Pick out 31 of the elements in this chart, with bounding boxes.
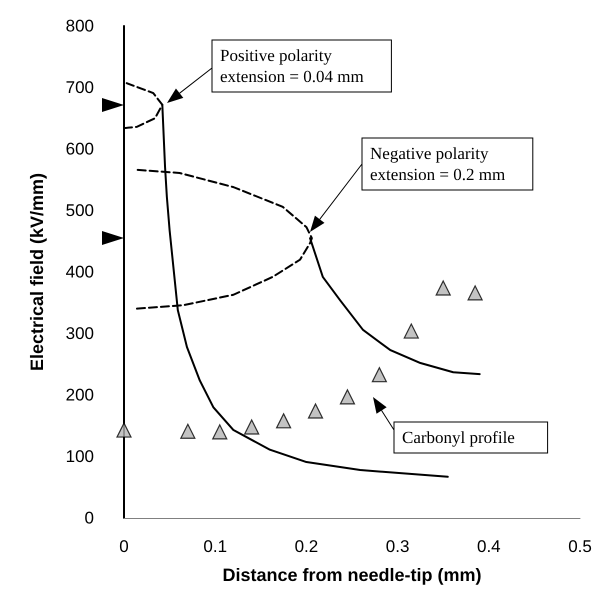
x-tick-label: 0.5 [568,537,592,556]
point [116,422,132,438]
point [436,280,451,296]
point [276,413,292,428]
x-tick-label: 0.1 [203,537,228,556]
annotation: Negative polarity extension = 0.2 mm [370,144,506,184]
y-tick-label: 200 [66,386,94,404]
point [180,424,196,439]
y-tick-label: 100 [66,447,94,466]
point [212,424,228,440]
point [308,403,324,419]
y-tick-label: 600 [66,140,94,158]
y-tick-label: 300 [66,324,94,343]
y-axis-title: Electrical field (kV/mm) [27,172,47,372]
y-tick-label: 700 [66,78,94,97]
x-tick-label: 0.3 [386,537,410,556]
y-tick-label: 0 [84,508,94,528]
x-tick-label: 0 [119,537,129,556]
annotation: Positive polarity extension = 0.04 mm [220,46,364,86]
annotation: Carbonyl profile [402,428,515,447]
point [404,323,419,339]
point [244,419,260,435]
y-tick-label: 400 [66,262,94,282]
y-tick-label: 800 [66,16,94,36]
x-tick-label: 0.4 [476,537,501,556]
x-tick-label: 0.2 [294,537,318,556]
point [340,389,356,404]
point [468,285,483,301]
y-tick-label: 500 [66,201,94,220]
point [372,367,387,382]
x-axis-title: Distance from needle-tip (mm) [222,565,482,585]
